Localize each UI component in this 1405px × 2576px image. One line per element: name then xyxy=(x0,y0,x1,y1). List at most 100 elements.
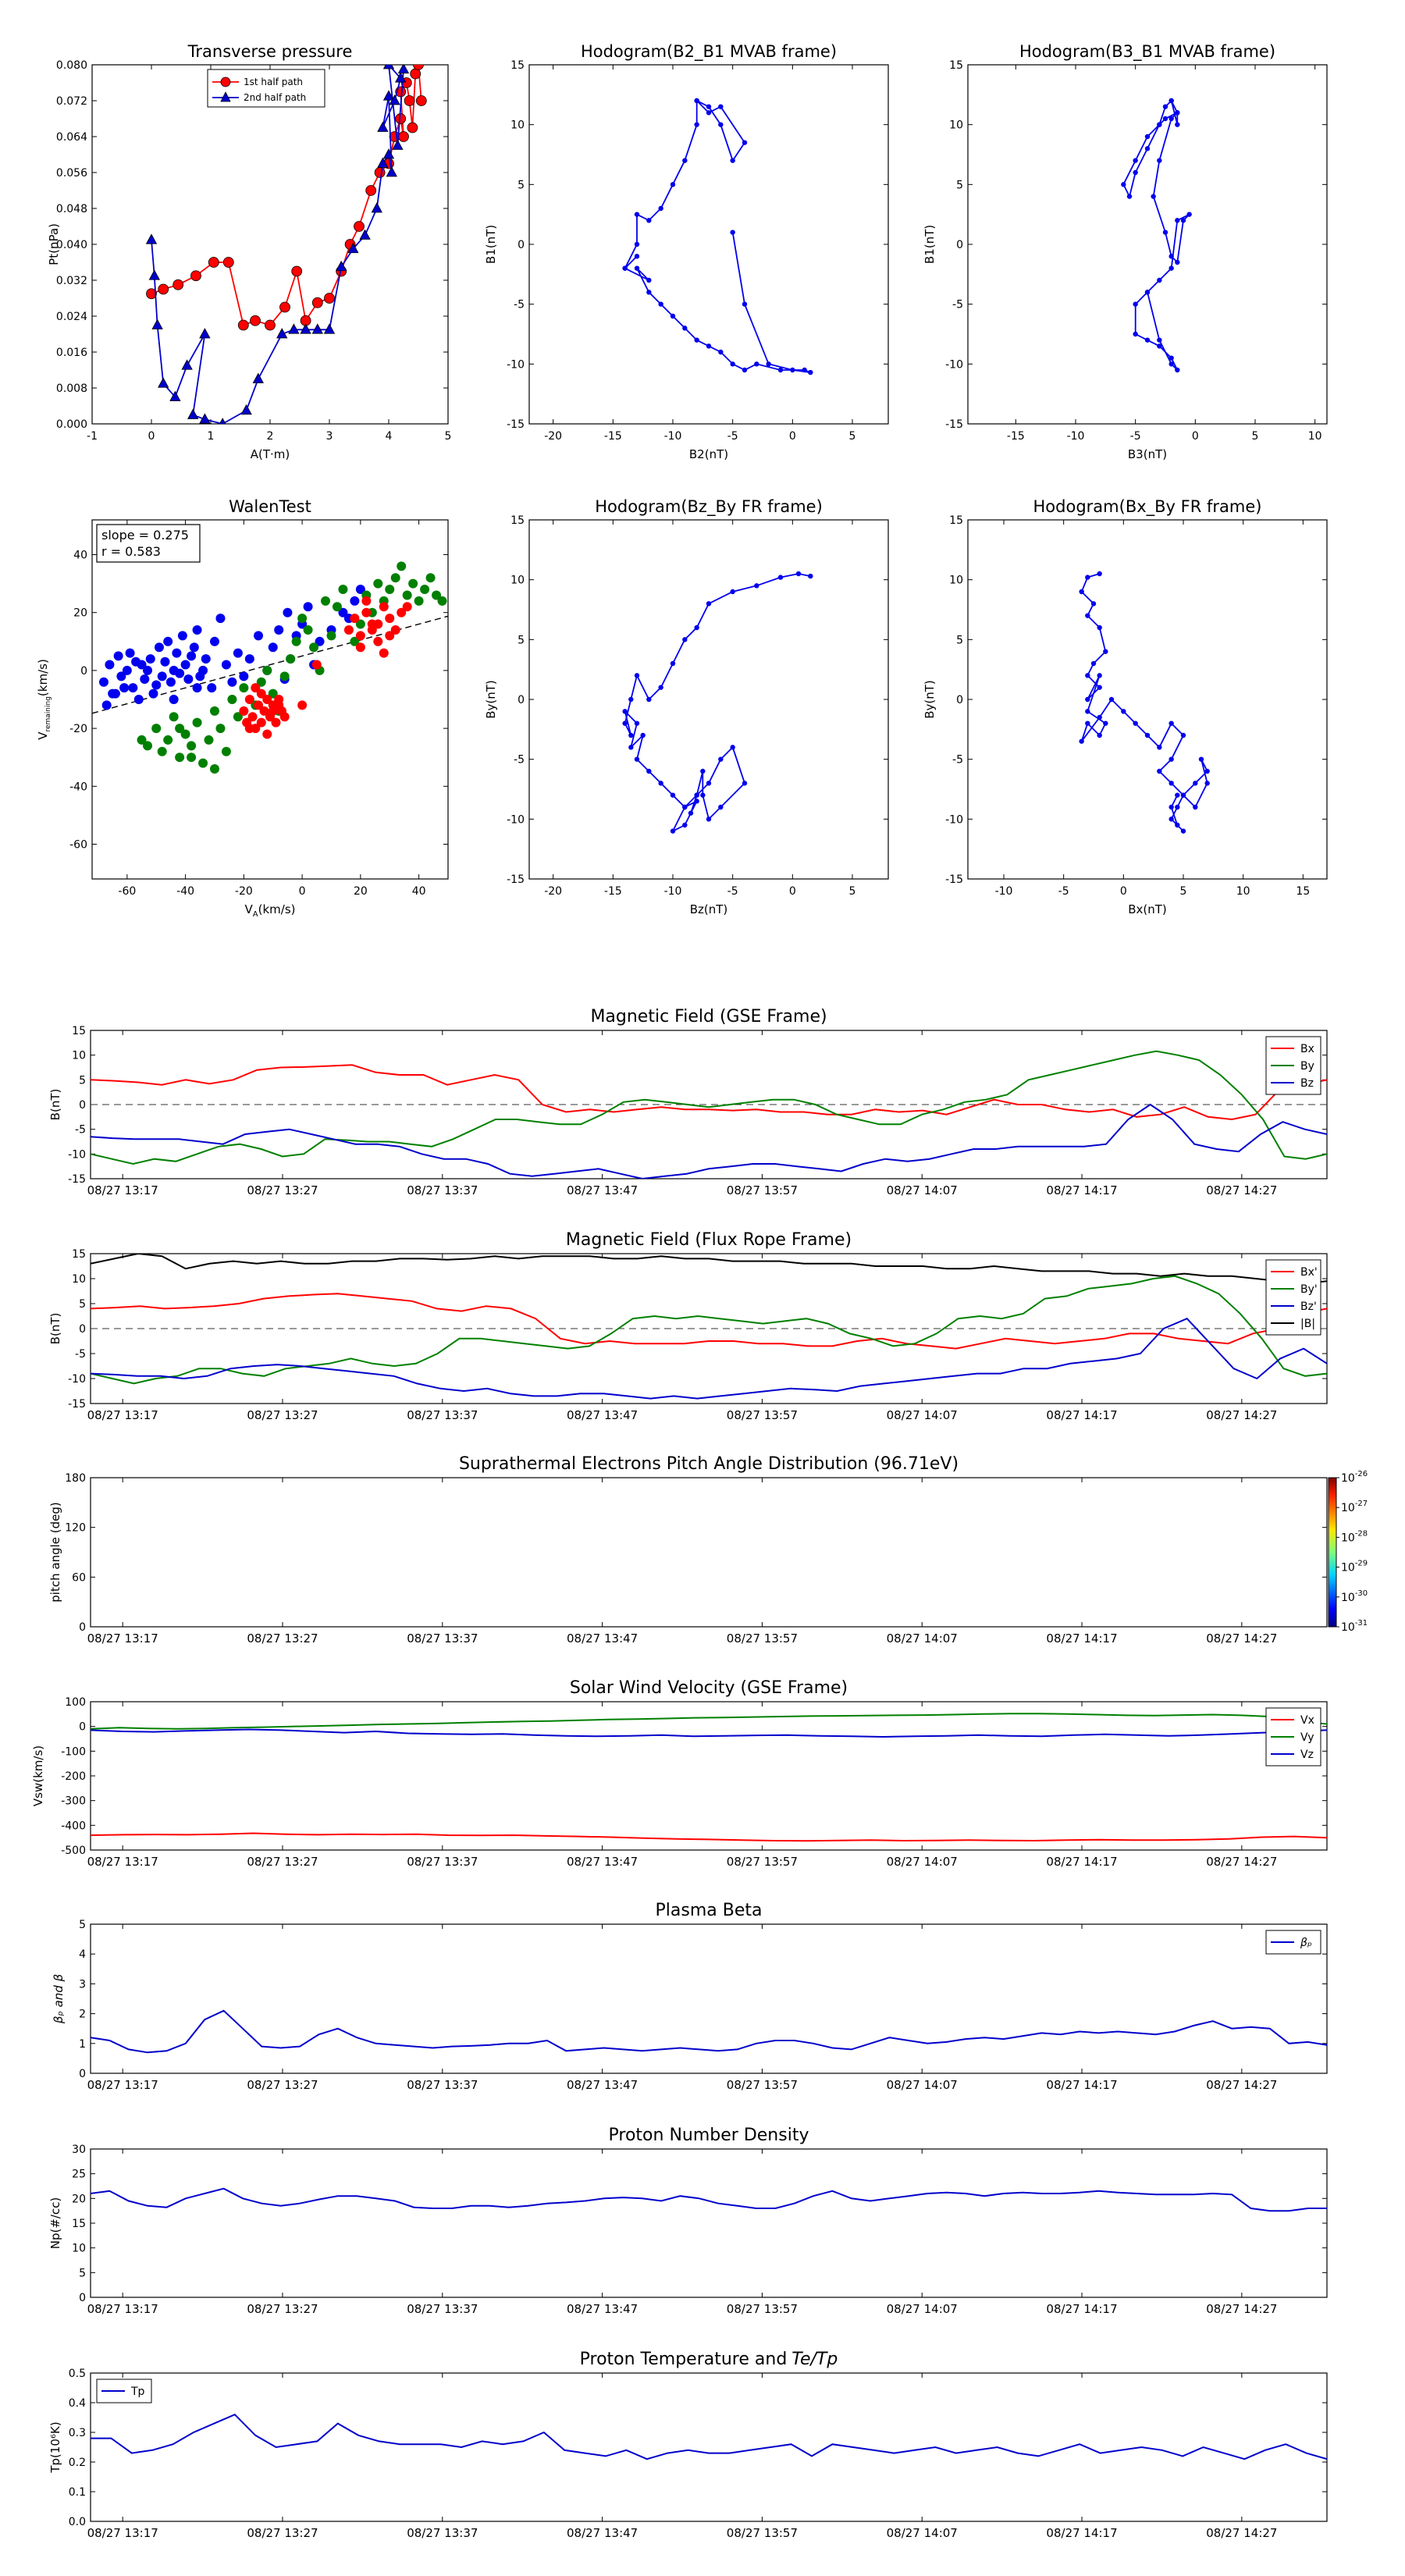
chart-title: Proton Number Density xyxy=(609,2126,809,2145)
y-tick-label: 0.016 xyxy=(56,347,87,359)
data-point xyxy=(694,98,699,104)
series-line-Tp xyxy=(91,2414,1327,2460)
r-label: r = 0.583 xyxy=(101,544,161,559)
hodo_bzby-chart: Hodogram(Bz_By FR frame) -20 -15 -10 -5 0 5 -15… xyxy=(484,497,889,916)
scatter-point xyxy=(355,631,365,641)
data-point xyxy=(250,315,261,326)
x-axis-label: VA(km/s) xyxy=(245,902,296,919)
data-point xyxy=(145,233,158,244)
legend-label: |B| xyxy=(1300,1318,1315,1330)
data-point xyxy=(646,290,652,295)
data-point xyxy=(413,65,424,70)
y-tick-label: -300 xyxy=(61,1795,86,1808)
data-point xyxy=(730,361,735,367)
scatter-point xyxy=(215,724,226,734)
y-tick-label: 0.3 xyxy=(69,2427,86,2439)
data-point xyxy=(1133,169,1138,176)
y-tick-label: 5 xyxy=(79,1298,86,1311)
x-tick-label: 08/27 14:27 xyxy=(1206,2302,1277,2316)
series-line-Vx xyxy=(91,1832,1327,1842)
data-point xyxy=(628,696,634,703)
colorbar-tick-exponent: -29 xyxy=(1355,1560,1368,1568)
data-point xyxy=(700,768,706,774)
x-tick-label: -5 xyxy=(1130,430,1141,443)
data-point xyxy=(1168,265,1174,271)
data-point xyxy=(1168,817,1174,822)
scatter-point xyxy=(122,665,132,675)
y-tick-label: -5 xyxy=(952,299,963,311)
x-tick-label: -15 xyxy=(1007,430,1025,443)
data-point xyxy=(730,589,735,595)
plot-area xyxy=(145,65,427,424)
data-point xyxy=(1085,696,1090,703)
scatter-point xyxy=(98,677,108,687)
y-tick-label: 10 xyxy=(510,119,525,132)
data-point xyxy=(1175,822,1180,828)
plot-frame xyxy=(90,2148,1328,2298)
x-tick-label: 08/27 13:47 xyxy=(567,2078,638,2092)
series-line-β_p xyxy=(91,2009,1327,2054)
scatter-point xyxy=(169,695,179,704)
plot-frame xyxy=(528,64,889,425)
y-tick-label: 0 xyxy=(956,239,963,251)
x-axis-label: Bx(nT) xyxy=(1128,902,1167,916)
plot-frame xyxy=(90,1701,1328,1851)
scatter-point xyxy=(425,573,436,583)
y-tick-label: 0.5 xyxy=(69,2368,86,2380)
y-tick-label: 20 xyxy=(73,607,87,620)
data-point xyxy=(628,745,634,750)
y-tick-label: -10 xyxy=(507,813,525,826)
y-tick-label: 4 xyxy=(79,1948,86,1961)
data-point xyxy=(1162,116,1168,122)
x-tick-label: -20 xyxy=(544,430,562,443)
data-point xyxy=(382,65,395,69)
scatter-point xyxy=(309,642,319,653)
scatter-point xyxy=(432,590,442,600)
chart-title: WalenTest xyxy=(229,497,311,516)
plot-area xyxy=(1121,98,1192,373)
x-tick-label: 08/27 13:17 xyxy=(87,2302,158,2316)
scatter-point xyxy=(338,607,348,617)
plot-frame xyxy=(967,64,1328,425)
scatter-point xyxy=(233,648,243,658)
x-tick-label: -60 xyxy=(118,885,136,898)
y-tick-label: 0 xyxy=(518,239,525,251)
data-point xyxy=(1085,673,1090,678)
y-tick-label: -500 xyxy=(61,1845,86,1857)
legend: 1st half path 2nd half path xyxy=(207,69,325,108)
data-point xyxy=(1144,337,1151,343)
colorbar-tick-base: 10 xyxy=(1341,1472,1355,1485)
scatter-point xyxy=(286,654,296,664)
scatter-point xyxy=(297,700,308,710)
x-tick-label: 08/27 14:27 xyxy=(1206,2078,1277,2092)
y-tick-label: 0.040 xyxy=(56,239,87,251)
data-point xyxy=(682,804,688,810)
data-point xyxy=(682,637,688,642)
y-tick-label: 0 xyxy=(79,2292,86,2304)
plot-frame xyxy=(90,1477,1328,1628)
data-point xyxy=(1168,720,1174,726)
data-point xyxy=(706,110,712,116)
data-point xyxy=(777,575,784,580)
scatter-point xyxy=(321,596,331,606)
y-tick-label: -5 xyxy=(514,754,525,767)
data-point xyxy=(694,792,699,798)
colorbar-tick-label: 10-26 xyxy=(1341,1470,1368,1485)
plot-frame xyxy=(967,519,1328,880)
y-axis-label: Vsw(km/s) xyxy=(31,1745,45,1806)
data-point xyxy=(1157,277,1162,283)
x-tick-label: 08/27 14:07 xyxy=(887,1631,958,1646)
x-tick-label: 08/27 14:17 xyxy=(1046,2302,1117,2316)
y-tick-label: 15 xyxy=(949,59,963,72)
data-point xyxy=(1151,194,1156,199)
scatter-point xyxy=(254,700,264,710)
x-tick-label: 08/27 14:07 xyxy=(887,1855,958,1869)
x-tick-label: -5 xyxy=(727,885,738,898)
data-point xyxy=(1133,331,1138,337)
data-point xyxy=(646,277,652,283)
x-tick-label: -10 xyxy=(1067,430,1085,443)
x-tick-label: 0 xyxy=(299,885,306,898)
data-point xyxy=(276,328,288,339)
y-tick-label: 20 xyxy=(72,2193,86,2205)
x-tick-label: 08/27 13:27 xyxy=(247,1855,318,1869)
